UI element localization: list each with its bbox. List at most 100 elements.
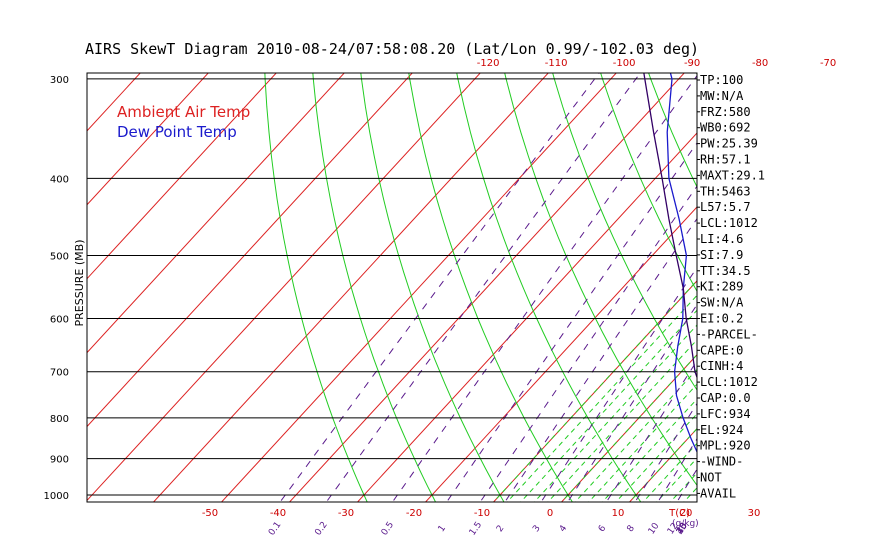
moist-adiabat-line — [520, 309, 697, 502]
isotherm-line — [87, 73, 413, 428]
sounding-index-item: RH:57.1 — [700, 153, 751, 167]
legend-dew-point-temp: Dew Point Temp — [117, 123, 237, 141]
pressure-tick-label: 1000 — [44, 491, 69, 502]
sounding-index-item: EL:924 — [700, 423, 743, 437]
mixing-ratio-unit: (g/kg) — [672, 519, 699, 529]
sounding-index-item: CAP:0.0 — [700, 391, 751, 405]
isotherm-line — [220, 73, 617, 502]
top-temp-tick-label: -70 — [820, 58, 836, 69]
sounding-index-item: LCL:1012 — [700, 216, 758, 230]
mixing-ratio-line — [391, 74, 697, 502]
sounding-index-item: KI:289 — [700, 280, 743, 294]
mixing-ratio-line — [567, 303, 697, 502]
mixing-ratio-line — [634, 402, 697, 502]
moist-adiabat-line — [757, 0, 870, 512]
top-temp-tick-label: -110 — [545, 58, 568, 69]
dry-adiabat-line — [360, 73, 505, 502]
isotherm-line — [756, 0, 870, 512]
moist-adiabat-line — [669, 472, 697, 502]
isotherm-line — [424, 206, 697, 502]
pressure-tick-label: 800 — [50, 414, 69, 425]
pressure-tick-label: 600 — [50, 314, 69, 325]
isotherm-line — [356, 132, 697, 502]
mixing-ratio-label: 3 — [531, 524, 542, 534]
moist-adiabat-line — [825, 0, 870, 512]
bottom-temp-tick-label: -20 — [406, 508, 422, 519]
bottom-temp-tick-label: 0 — [547, 508, 553, 519]
moist-adiabat-line — [811, 0, 870, 512]
isotherm-line — [87, 73, 481, 502]
moist-adiabat-line — [628, 427, 697, 502]
background-grid — [87, 0, 870, 512]
sounding-index-item: CAPE:0 — [700, 343, 743, 357]
bottom-temp-tick-label: -40 — [270, 508, 286, 519]
mixing-ratio-line — [726, 0, 870, 512]
chart-title: AIRS SkewT Diagram 2010-08-24/07:58:08.2… — [85, 40, 699, 58]
dry-adiabat-line — [827, 0, 870, 512]
sounding-index-item: FRZ:580 — [700, 105, 751, 119]
top-temp-tick-label: -100 — [613, 58, 636, 69]
moist-adiabat-line — [770, 0, 870, 512]
mixing-ratio-label: 2 — [495, 524, 506, 534]
top-temp-tick-label: -90 — [684, 58, 700, 69]
bottom-temp-tick-label: 20 — [680, 508, 693, 519]
mixing-ratio-label: 8 — [626, 523, 638, 534]
sounding-index-item: TT:34.5 — [700, 264, 751, 278]
moist-adiabat-line — [506, 294, 697, 502]
legend-ambient-air-temp: Ambient Air Temp — [117, 103, 250, 121]
legend: Ambient Air Temp Dew Point Temp — [117, 103, 250, 141]
bottom-temp-tick-label: -10 — [474, 508, 490, 519]
sounding-index-item: LCL:1012 — [700, 375, 758, 389]
mixing-ratio-label: 1 — [437, 524, 448, 534]
y-axis-label: PRESSURE (MB) — [73, 240, 86, 327]
moist-adiabat-line — [784, 0, 870, 512]
mixing-ratio-line — [479, 185, 697, 502]
isotherm-line — [824, 0, 870, 512]
moist-adiabat-line — [533, 324, 697, 502]
mixing-ratio-line — [657, 437, 697, 502]
moist-adiabat-line — [743, 0, 870, 512]
moist-adiabat-line — [729, 0, 870, 512]
dry-adiabat-line — [791, 0, 870, 512]
sounding-index-item: WB0:692 — [700, 121, 751, 135]
pressure-tick-label: 400 — [50, 174, 69, 185]
dry-adiabat-line — [862, 0, 870, 512]
pressure-tick-label: 500 — [50, 251, 69, 262]
isotherm-line — [87, 73, 345, 354]
sounding-index-item: PW:25.39 — [700, 137, 758, 151]
mixing-ratio-label: 4 — [558, 523, 570, 534]
mixing-ratio-line — [751, 0, 870, 512]
bottom-axis-unit: T(C) — [668, 508, 690, 519]
sounding-index-item: CINH:4 — [700, 359, 743, 373]
dry-adiabat-line — [264, 73, 368, 502]
mixing-ratio-label: 0.5 — [380, 520, 396, 537]
sounding-index-item: MPL:920 — [700, 439, 751, 453]
dry-adiabat-line — [552, 73, 697, 391]
dry-adiabat-line — [456, 73, 642, 502]
mixing-ratio-line — [504, 217, 697, 502]
mixing-ratio-line — [446, 142, 697, 502]
top-temp-tick-label: -80 — [752, 58, 768, 69]
sounding-index-item: TP:100 — [700, 73, 743, 87]
mixing-ratio-line — [325, 73, 641, 502]
isotherm-line — [87, 73, 277, 280]
bottom-temp-tick-label: -50 — [202, 508, 218, 519]
sounding-index-item: EI:0.2 — [700, 312, 743, 326]
sounding-index-item: TH:5463 — [700, 184, 751, 198]
mixing-ratio-label: 1.5 — [468, 520, 484, 537]
moist-adiabat-line — [492, 279, 697, 502]
isotherm-line — [87, 73, 209, 206]
mixing-ratio-label: 10 — [647, 521, 662, 536]
sounding-index-item: LI:4.6 — [700, 232, 743, 246]
mixing-ratio-line — [772, 0, 870, 512]
sounding-index-item: MW:N/A — [700, 89, 744, 103]
moist-adiabat-line — [642, 442, 697, 502]
mixing-ratio-label: 0.2 — [313, 520, 329, 537]
sounding-index-item: SW:N/A — [700, 296, 744, 310]
moist-adiabat-line — [797, 0, 870, 512]
mixing-ratio-label: 0.1 — [267, 520, 283, 537]
dewpoint-profile-line — [666, 73, 697, 454]
isotherm-line — [87, 73, 141, 132]
pressure-tick-label: 900 — [50, 455, 69, 466]
